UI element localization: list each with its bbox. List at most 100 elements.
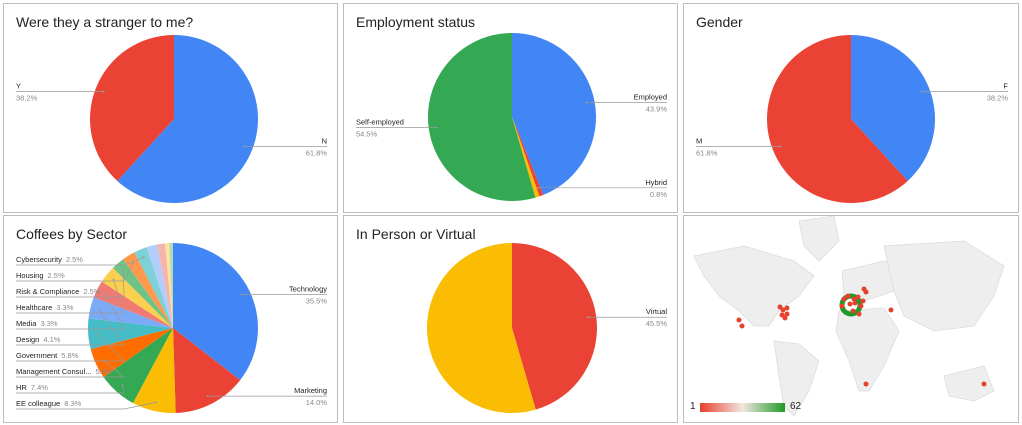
pie-chart-inperson: Virtual 45.5% — [426, 243, 668, 413]
slice-pct: 45.5% — [646, 319, 668, 328]
country-region[interactable] — [835, 307, 900, 392]
country-region[interactable] — [773, 340, 820, 417]
map-marker[interactable] — [850, 308, 856, 314]
map-marker[interactable] — [779, 312, 785, 318]
panel-stranger: Were they a stranger to me? N 61.8% Y 38.2% — [3, 3, 338, 213]
country-region[interactable] — [883, 240, 1005, 332]
leader-line — [16, 359, 125, 378]
slice-label: Technology — [289, 284, 327, 293]
pie-slice[interactable] — [512, 117, 544, 197]
slice-pct: 8.3% — [64, 399, 81, 408]
pie-slice[interactable] — [173, 328, 241, 413]
pie-slice[interactable] — [88, 297, 173, 328]
pie-slice[interactable] — [767, 35, 908, 203]
leader-line — [16, 262, 134, 282]
panel-inperson: In Person or Virtual Virtual 45.5% — [343, 215, 678, 423]
pie-slice[interactable] — [512, 243, 597, 410]
map-marker[interactable] — [855, 294, 861, 300]
leader-line — [16, 385, 125, 394]
country-region[interactable] — [798, 216, 840, 262]
country-region[interactable] — [693, 245, 815, 327]
chart-title: Gender — [696, 14, 743, 30]
slice-pct: 54.5% — [356, 130, 378, 139]
panel-sector: Coffees by Sector Technology 35.5% Marketin… — [3, 215, 338, 423]
map-marker[interactable] — [845, 293, 851, 299]
leader-line — [16, 333, 125, 362]
map-marker[interactable] — [847, 301, 853, 307]
slice-label: Y — [16, 82, 21, 91]
slice-label: N — [322, 136, 327, 145]
slice-pct: 2.5% — [66, 255, 83, 264]
panel-gender: Gender F 38.2% M 61.8% — [683, 3, 1019, 213]
map-marker[interactable] — [860, 298, 866, 304]
map-marker[interactable] — [863, 381, 869, 387]
pie-slice[interactable] — [103, 328, 173, 403]
pie-chart-gender: F 38.2% M 61.8% — [696, 35, 1008, 203]
legend-max: 62 — [790, 401, 802, 412]
leader-dot — [121, 384, 124, 387]
slice-label: EE colleague — [16, 399, 60, 408]
pie-slice[interactable] — [169, 243, 173, 328]
country-region[interactable] — [943, 365, 995, 402]
slice-label: Cybersecurity — [16, 255, 62, 264]
map-marker[interactable] — [839, 303, 845, 309]
map-marker[interactable] — [784, 311, 790, 317]
pie-slice[interactable] — [165, 243, 173, 328]
map-marker[interactable] — [856, 311, 862, 317]
leader-line — [16, 256, 144, 266]
pie-chart-employment: Employed 43.9% Hybrid 0.8% Self-employed 54.5… — [356, 33, 667, 201]
pie-slice[interactable] — [90, 35, 174, 181]
pie-slice[interactable] — [512, 117, 540, 198]
pie-slice[interactable] — [851, 35, 935, 181]
slice-pct: 5.8% — [95, 367, 112, 376]
slice-pct: 3.3% — [56, 303, 73, 312]
slice-pct: 3.3% — [40, 319, 57, 328]
pie-slice[interactable] — [90, 328, 173, 378]
pie-slice[interactable] — [93, 281, 173, 328]
slice-label: M — [696, 136, 702, 145]
map-marker[interactable] — [852, 300, 858, 306]
pie-slice[interactable] — [157, 243, 173, 328]
leader-line — [16, 309, 125, 346]
chart-title: Were they a stranger to me? — [16, 14, 194, 30]
map-marker[interactable] — [858, 303, 864, 309]
pie-slice[interactable] — [428, 33, 536, 201]
pie-slice[interactable] — [123, 252, 173, 328]
world-map[interactable] — [684, 216, 1020, 424]
panel-employment: Employment status Employed 43.9% Hybrid 0.8%… — [343, 3, 678, 213]
slice-label: Housing — [16, 271, 44, 280]
pie-slice[interactable] — [112, 259, 173, 328]
pie-slice[interactable] — [512, 33, 596, 195]
map-marker[interactable] — [863, 289, 869, 295]
slice-label: Design — [16, 335, 39, 344]
slice-label: Media — [16, 319, 37, 328]
slice-pct: 7.4% — [31, 383, 48, 392]
pie-slice[interactable] — [173, 243, 258, 381]
map-marker[interactable] — [841, 296, 847, 302]
pie-slice[interactable] — [146, 244, 173, 328]
chart-title: In Person or Virtual — [356, 226, 476, 242]
map-marker[interactable] — [981, 381, 987, 387]
slice-pct: 4.1% — [43, 335, 60, 344]
map-marker[interactable] — [780, 307, 786, 313]
pie-chart-sector: Technology 35.5% Marketing 14.0% EE colleagu… — [16, 243, 327, 413]
pie-slice[interactable] — [117, 35, 259, 203]
map-marker[interactable] — [736, 317, 742, 323]
pie-slice[interactable] — [134, 247, 173, 328]
slice-label: Management Consul... — [16, 367, 91, 376]
map-marker[interactable] — [888, 307, 894, 313]
pie-slice[interactable] — [101, 267, 173, 328]
leader-dot — [537, 186, 540, 189]
slice-label: Government — [16, 351, 58, 360]
map-marker[interactable] — [739, 323, 745, 329]
pie-slice[interactable] — [132, 328, 176, 413]
slice-label: Employed — [634, 93, 667, 102]
leader-line — [16, 402, 156, 410]
panel-map: 1 62 — [683, 215, 1019, 423]
map-marker[interactable] — [784, 305, 790, 311]
chart-title: Employment status — [356, 14, 476, 30]
map-marker[interactable] — [851, 296, 857, 302]
pie-slice[interactable] — [426, 243, 536, 413]
slice-pct: 61.8% — [306, 148, 328, 157]
pie-slice[interactable] — [88, 318, 173, 350]
